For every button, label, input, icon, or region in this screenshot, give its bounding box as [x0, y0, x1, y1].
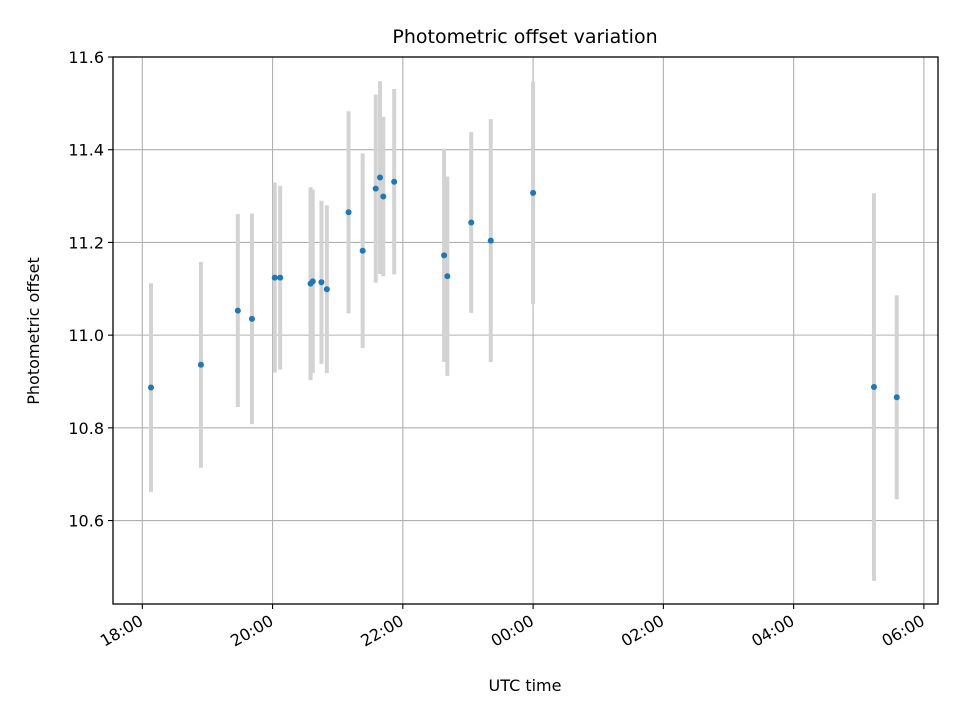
data-point [147, 384, 154, 391]
data-point [318, 279, 325, 286]
y-tick-label: 11.2 [68, 233, 104, 252]
x-axis-label: UTC time [489, 676, 562, 695]
y-tick-label: 11.0 [68, 326, 104, 345]
data-point [444, 273, 451, 280]
y-tick-label: 10.6 [68, 512, 104, 531]
data-point [530, 189, 537, 196]
y-tick-label: 11.6 [68, 48, 104, 67]
data-point [391, 178, 398, 185]
y-axis-label: Photometric offset [24, 257, 43, 405]
point-layer [147, 174, 900, 401]
data-point [377, 174, 384, 181]
data-point [234, 307, 241, 314]
data-point [309, 278, 316, 285]
data-point [197, 361, 204, 368]
data-point [468, 219, 475, 226]
data-point [323, 286, 330, 293]
y-tick-label: 11.4 [68, 141, 104, 160]
data-point [271, 274, 278, 281]
data-point [380, 193, 387, 200]
data-point [893, 394, 900, 401]
y-tick-label: 10.8 [68, 419, 104, 438]
data-point [345, 209, 352, 216]
data-point [248, 315, 255, 322]
data-point [277, 274, 284, 281]
data-point [372, 185, 379, 192]
plot-frame [112, 56, 939, 605]
y-axis-ticks: 10.6 10.8 11.0 11.2 11.4 11.6 [68, 48, 113, 531]
data-point [487, 237, 494, 244]
data-point [359, 247, 366, 254]
data-point [441, 252, 448, 259]
data-point [870, 384, 877, 391]
chart-title: Photometric offset variation [392, 26, 657, 48]
